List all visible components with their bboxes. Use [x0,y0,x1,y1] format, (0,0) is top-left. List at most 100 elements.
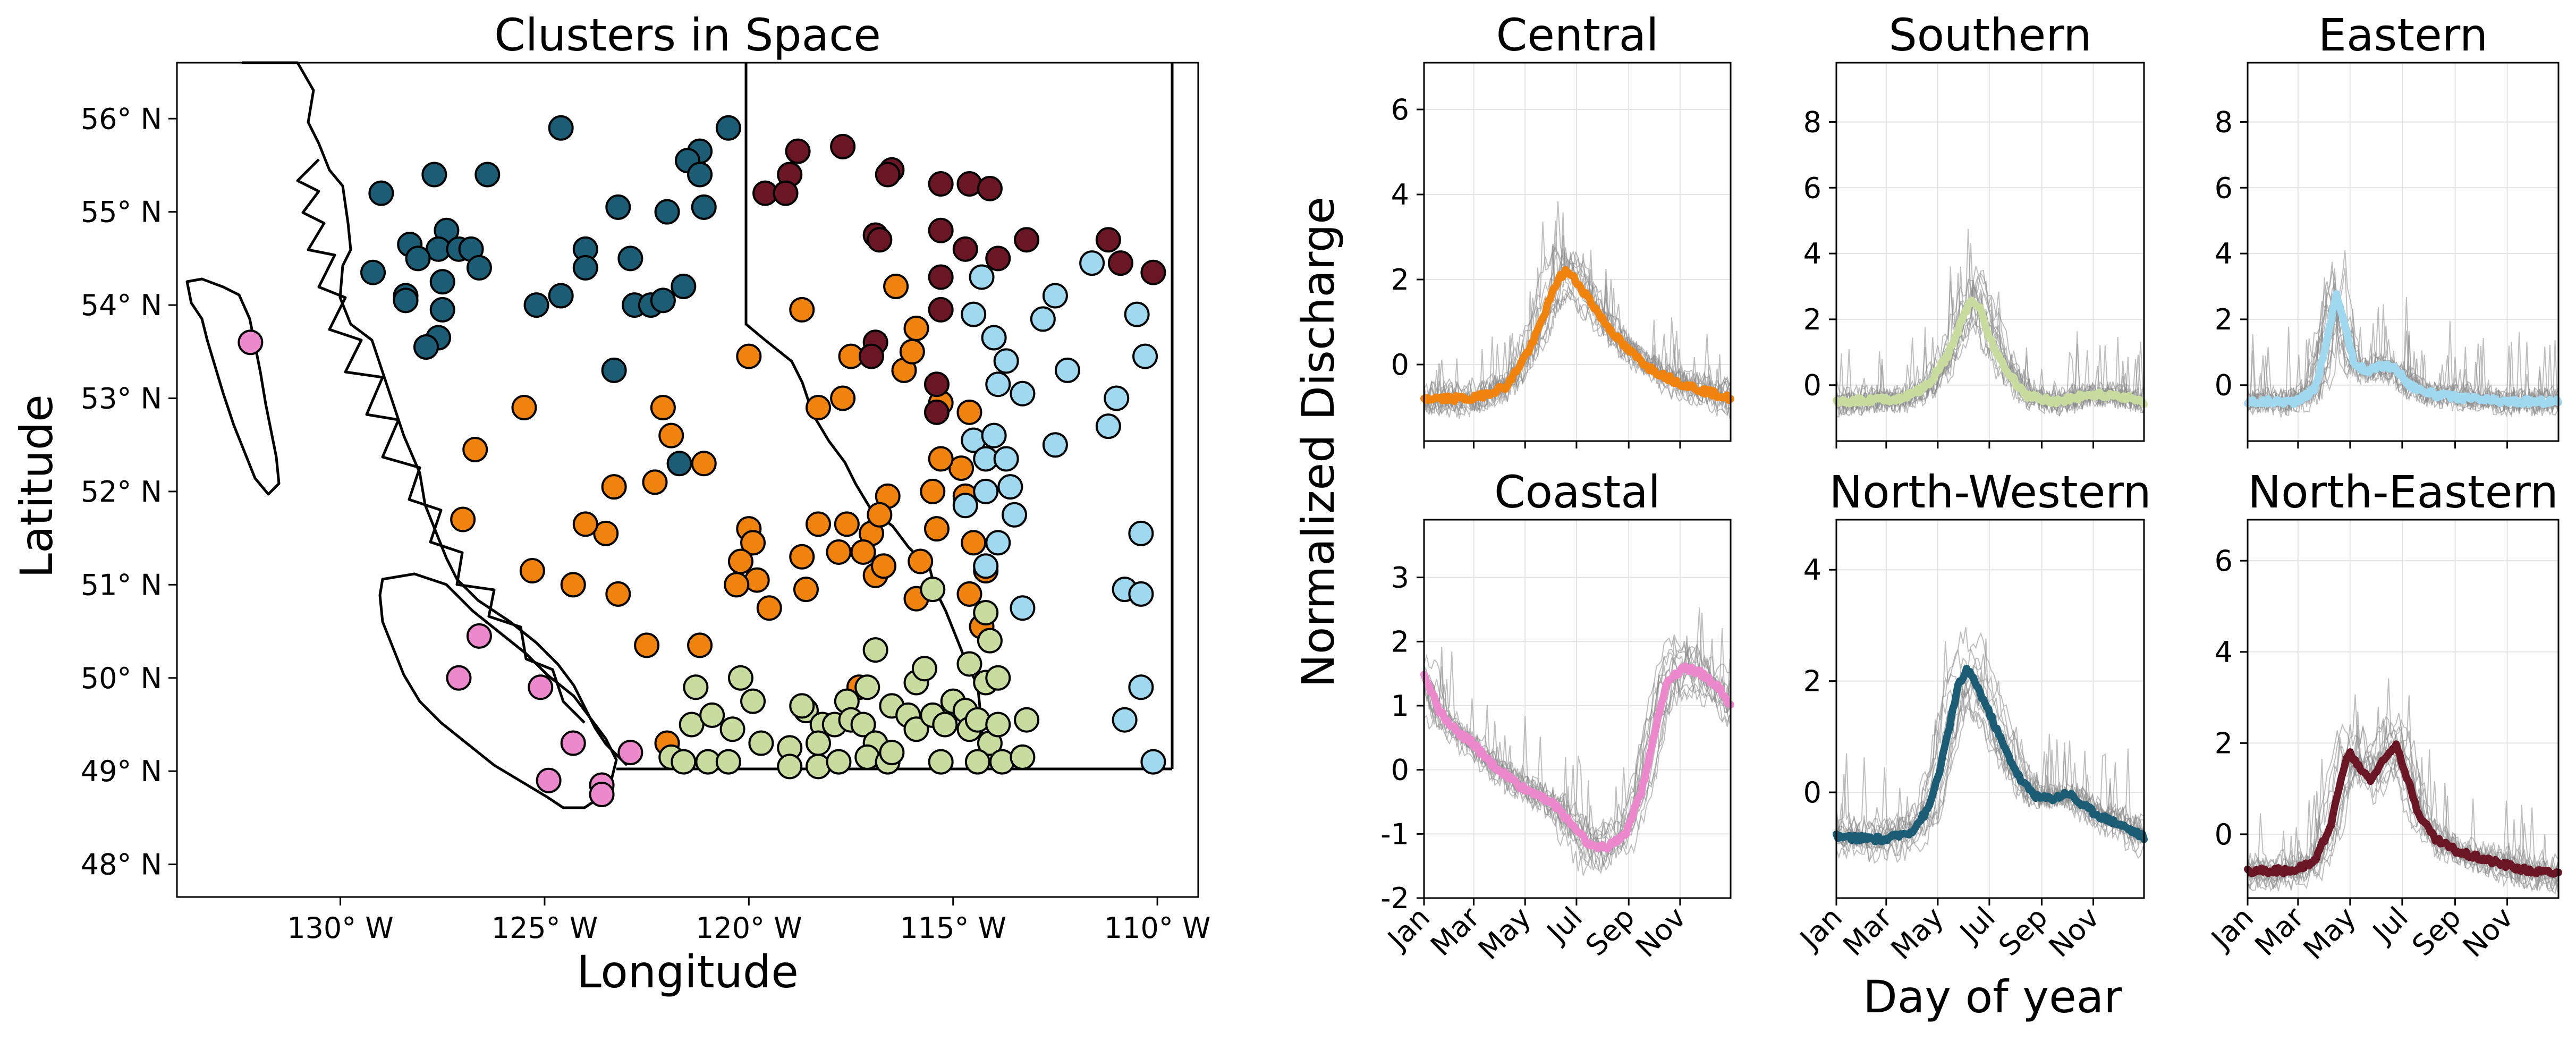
station-point [961,530,987,556]
station-point [985,712,1011,738]
x-tick-label: Jul [1952,901,2002,950]
station-point [671,749,697,775]
station-point [981,422,1007,448]
subplot-frame [2247,62,2560,442]
station-point [548,283,574,309]
y-tick-label: 8 [1803,105,1821,139]
subplot-title: Coastal [1494,466,1660,518]
station-point [511,395,537,421]
station-point [789,297,815,323]
station-point [466,623,492,649]
station-point [691,451,717,477]
map-x-tick-label: 110° W [1104,911,1211,945]
subplot-title: Eastern [2318,9,2488,61]
y-tick-label: 2 [2215,726,2233,760]
station-point [928,446,954,472]
y-tick-label: 0 [1391,754,1409,787]
station-point [993,446,1019,472]
station-point [727,665,753,691]
station-point [572,255,598,281]
x-tick-label: Jan [2204,901,2260,957]
station-point [1010,595,1036,621]
station-point [560,730,586,756]
station-point [429,297,455,323]
station-point [1010,380,1036,407]
station-point [1095,413,1121,439]
station-point [928,297,954,323]
station-point [981,325,1007,351]
vancouver-island [378,572,618,809]
station-point [642,469,668,495]
station-point [699,702,725,728]
station-point [1042,432,1068,458]
station-point [572,511,598,537]
y-tick-label: 0 [1803,369,1821,402]
map-y-tick-label: 56° N [81,102,162,136]
station-point [683,674,709,700]
station-point [952,236,978,262]
station-point [748,730,774,756]
subplot-title: Central [1496,9,1659,61]
cluster-mean-line [1833,664,2148,845]
cluster-mean-line [2244,290,2562,408]
station-point [238,329,264,356]
station-point [1140,259,1166,285]
shared-y-label: Normalized Discharge [1292,197,1344,688]
station-point [1124,301,1150,327]
station-point [1112,707,1138,733]
map-x-tick-label: 130° W [287,911,394,945]
station-point [867,227,893,253]
station-point [654,199,680,225]
y-tick-label: -1 [1380,817,1409,851]
station-point [969,264,995,290]
station-point [964,749,990,775]
station-point [920,577,946,603]
station-point [650,395,676,421]
y-tick-label: 2 [1391,625,1409,658]
station-point [413,334,439,360]
station-point [928,171,954,197]
map-y-tick-label: 48° N [81,848,162,882]
station-point [806,395,832,421]
haida-gwaii [185,277,281,496]
x-tick-label: Sep [2405,901,2468,963]
station-point [789,693,815,719]
y-tick-label: 4 [1803,237,1821,270]
x-tick-label: Jul [2365,901,2414,950]
station-point [977,175,1003,201]
x-tick-label: May [2297,901,2362,966]
x-tick-label: Mar [2248,900,2310,962]
station-trace [1836,654,2144,857]
station-point [1128,674,1154,700]
station-point [429,269,455,295]
station-point [666,451,692,477]
subplots: Central 0 2 4 6 Southern 0 2 4 6 8 Eastern 0 2 4 6 8 Coas… [1380,9,2562,966]
station-point [691,194,717,220]
y-tick-label: 0 [2215,818,2233,851]
subplot-southern: Southern 0 2 4 6 8 [1803,9,2148,448]
station-point [908,548,934,574]
station-point [719,716,745,742]
y-tick-label: 0 [1803,776,1821,809]
inlets [296,158,586,724]
y-tick-label: 6 [2215,171,2233,205]
station-point [806,511,832,537]
y-tick-label: 6 [2215,544,2233,578]
station-point [858,343,884,369]
station-point [462,436,488,462]
station-point [920,478,946,504]
station-point [740,688,766,714]
station-point [715,115,741,141]
station-point [997,474,1023,500]
y-tick-label: -2 [1380,882,1409,915]
station-point [727,548,753,574]
station-point [474,162,501,188]
station-point [650,287,676,314]
station-point [724,572,750,598]
station-point [850,539,876,565]
station-point [536,767,562,793]
station-point [593,520,619,546]
subplot-title: Southern [1888,9,2091,61]
subplot-frame [1835,519,2145,899]
